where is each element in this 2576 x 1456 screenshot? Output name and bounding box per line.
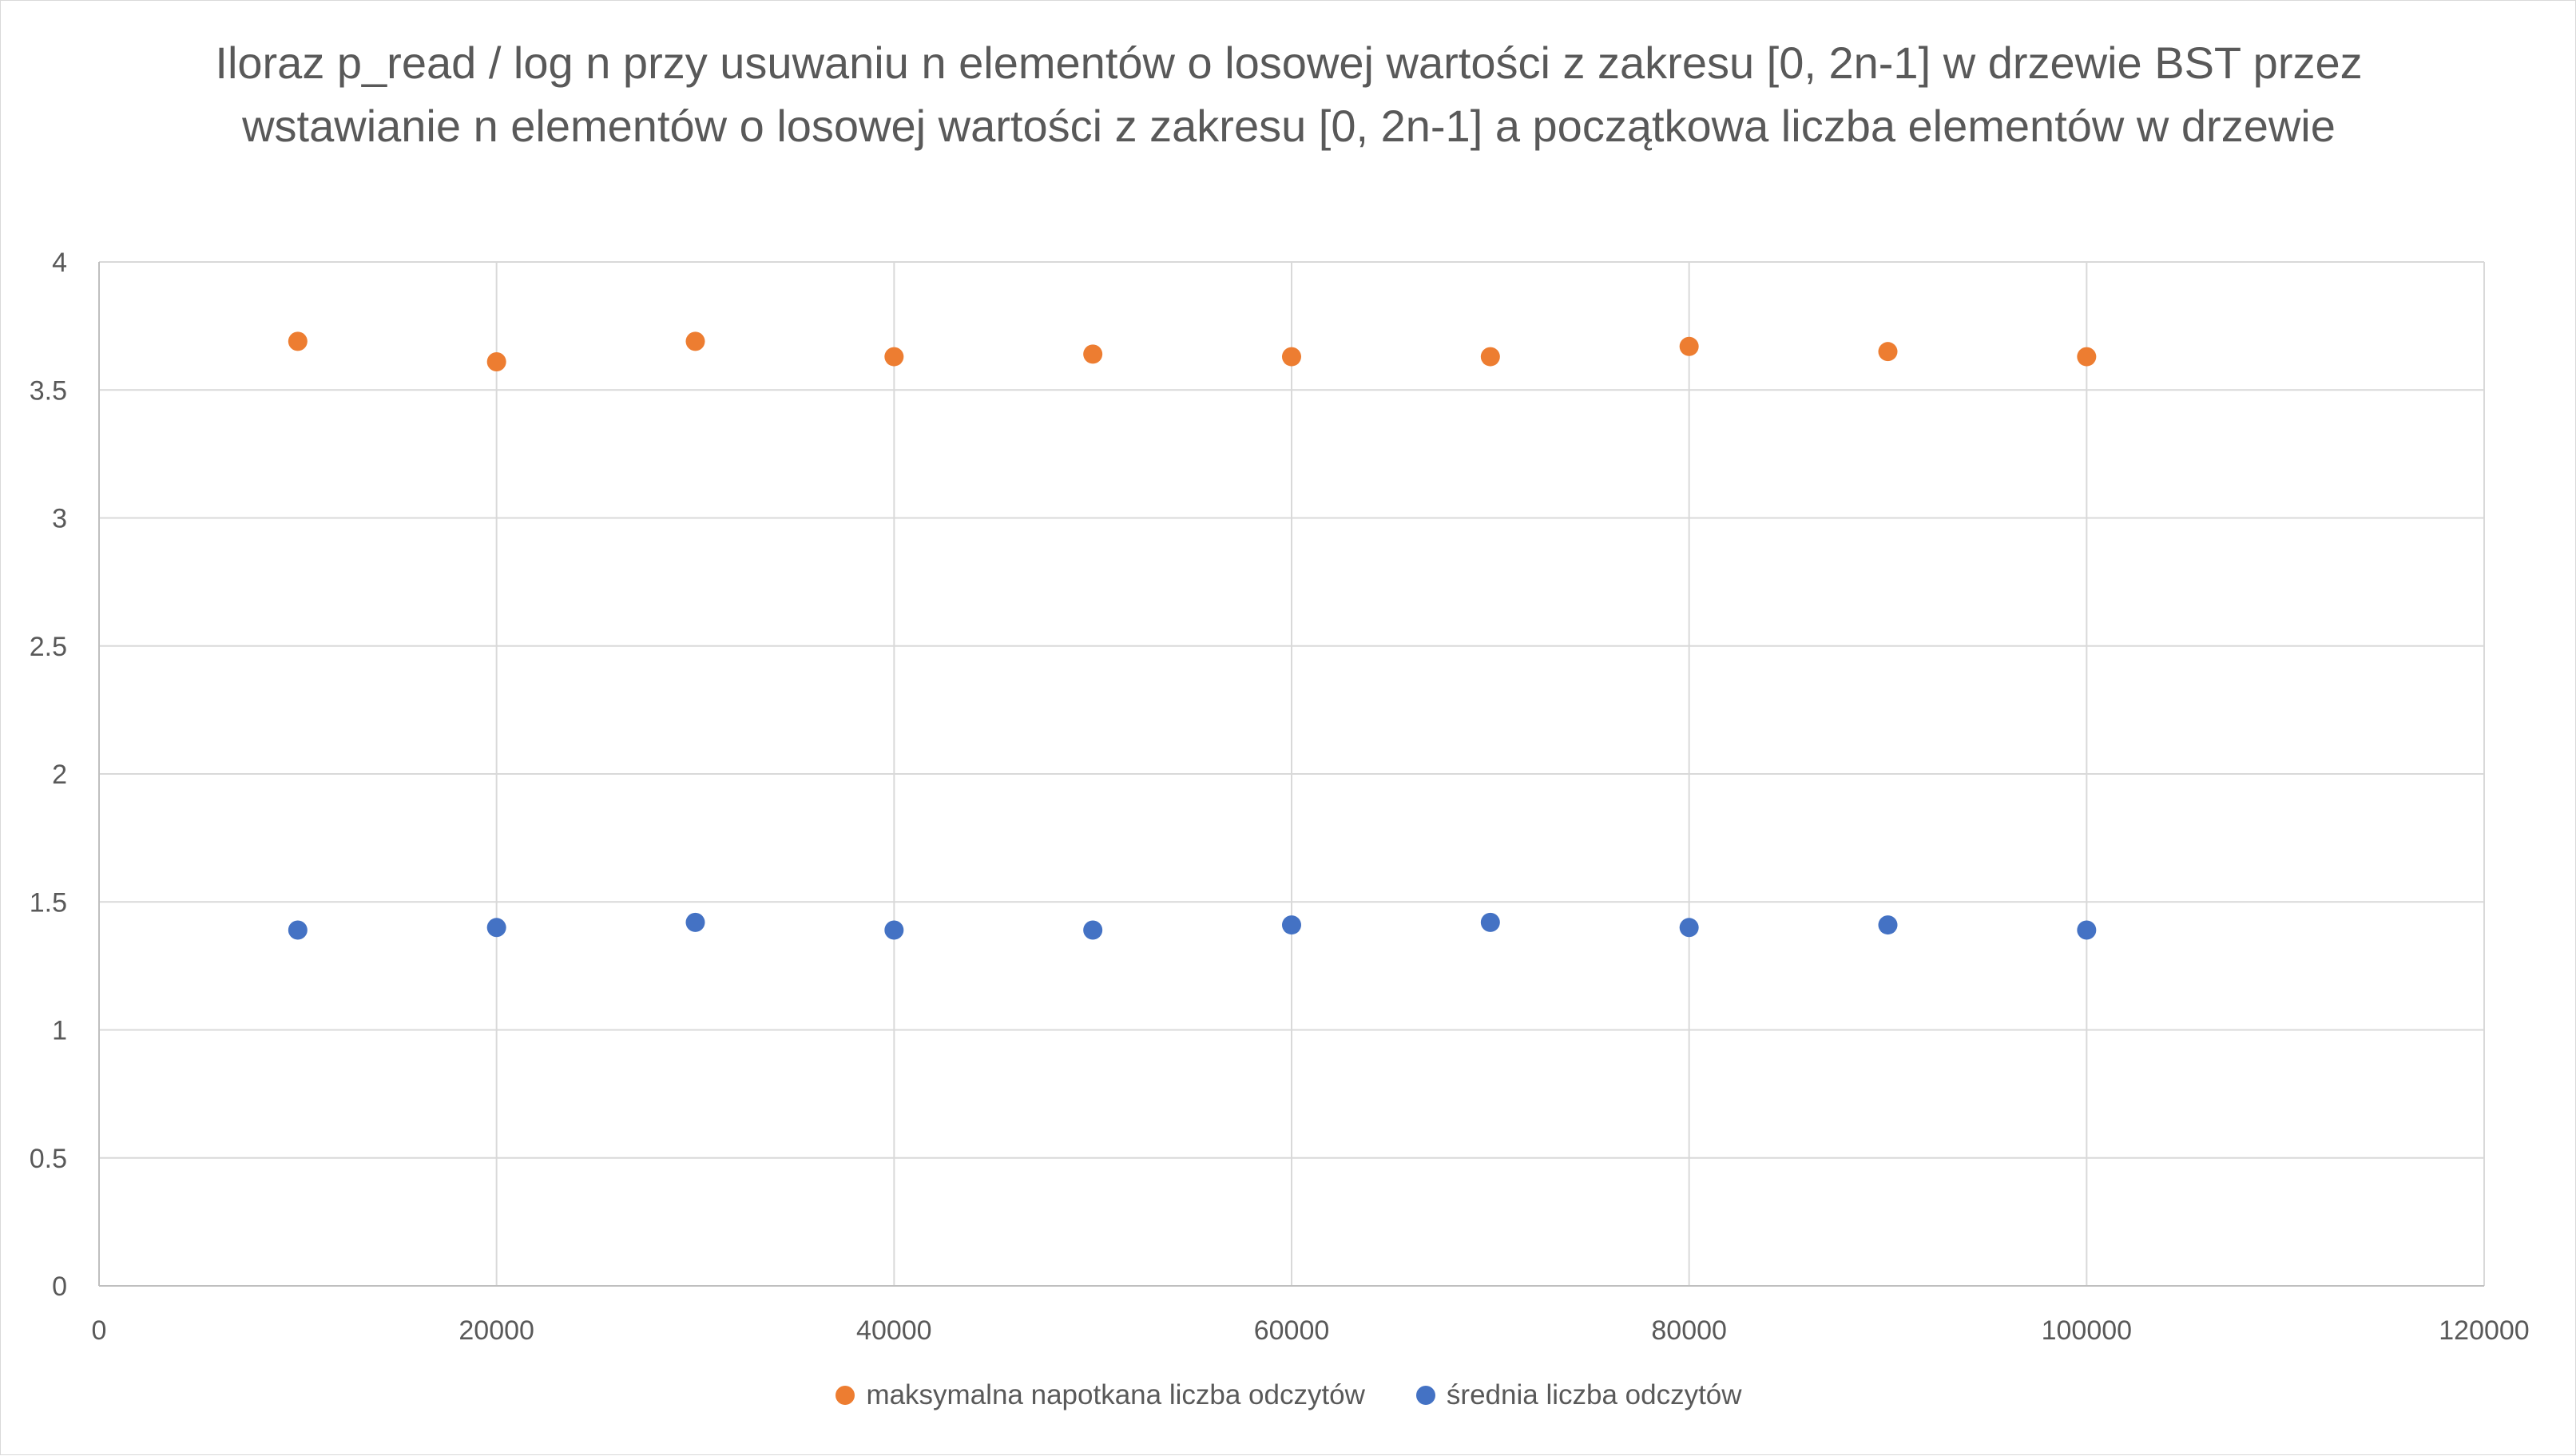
y-tick-label: 1 bbox=[52, 1016, 67, 1046]
data-point bbox=[288, 331, 308, 351]
data-point bbox=[884, 920, 904, 940]
y-tick-label: 3.5 bbox=[30, 375, 67, 406]
y-tick-label: 3 bbox=[52, 504, 67, 534]
data-point bbox=[486, 351, 506, 371]
legend-label: średnia liczba odczytów bbox=[1446, 1379, 1742, 1410]
x-tick-label: 80000 bbox=[1651, 1315, 1727, 1346]
data-point bbox=[1083, 920, 1103, 940]
data-point bbox=[1083, 344, 1103, 364]
y-tick-label: 1.5 bbox=[30, 887, 67, 918]
legend-marker bbox=[836, 1386, 855, 1405]
legend-label: maksymalna napotkana liczba odczytów bbox=[866, 1379, 1365, 1410]
data-point bbox=[486, 918, 506, 938]
data-point bbox=[288, 920, 308, 940]
data-point bbox=[884, 347, 904, 367]
gridlines bbox=[99, 261, 2485, 1286]
legend-marker bbox=[1415, 1386, 1435, 1405]
data-point bbox=[1480, 347, 1500, 367]
y-tick-label: 2 bbox=[52, 760, 67, 790]
data-point bbox=[1480, 912, 1500, 932]
x-tick-label: 60000 bbox=[1254, 1315, 1330, 1346]
x-tick-label: 120000 bbox=[2439, 1315, 2529, 1346]
y-tick-label: 2.5 bbox=[30, 632, 67, 662]
data-point bbox=[1679, 918, 1699, 938]
x-tick-label: 40000 bbox=[856, 1315, 932, 1346]
series-max-reads bbox=[288, 331, 2097, 371]
legend: maksymalna napotkana liczba odczytów śred… bbox=[1, 1379, 2576, 1411]
legend-item: średnia liczba odczytów bbox=[1415, 1379, 1742, 1411]
data-point bbox=[1878, 342, 1898, 362]
chart-title: Iloraz p_read / log n przy usuwaniu n el… bbox=[215, 38, 2363, 151]
data-point bbox=[2077, 347, 2097, 367]
x-tick-label: 20000 bbox=[458, 1315, 534, 1346]
x-tick-label: 100000 bbox=[2042, 1315, 2132, 1346]
data-point bbox=[1679, 336, 1699, 356]
data-points bbox=[288, 331, 2097, 940]
y-tick-label: 0 bbox=[52, 1272, 67, 1302]
axes bbox=[98, 262, 2484, 1287]
y-tick-label: 0.5 bbox=[30, 1144, 67, 1174]
data-point bbox=[685, 331, 705, 351]
y-tick-label: 4 bbox=[52, 248, 67, 278]
series-avg-reads bbox=[288, 912, 2097, 940]
tick-labels: 0 0.5 1 1.5 2 2.5 3 3.5 4 0 20000 40000 60000 80000 10… bbox=[30, 248, 2530, 1346]
data-point bbox=[1282, 915, 1301, 935]
data-point bbox=[1878, 915, 1898, 935]
x-tick-label: 0 bbox=[92, 1315, 107, 1346]
data-point bbox=[2077, 920, 2097, 940]
legend-item: maksymalna napotkana liczba odczytów bbox=[836, 1379, 1365, 1411]
data-point bbox=[1282, 347, 1301, 367]
data-point bbox=[685, 912, 705, 932]
